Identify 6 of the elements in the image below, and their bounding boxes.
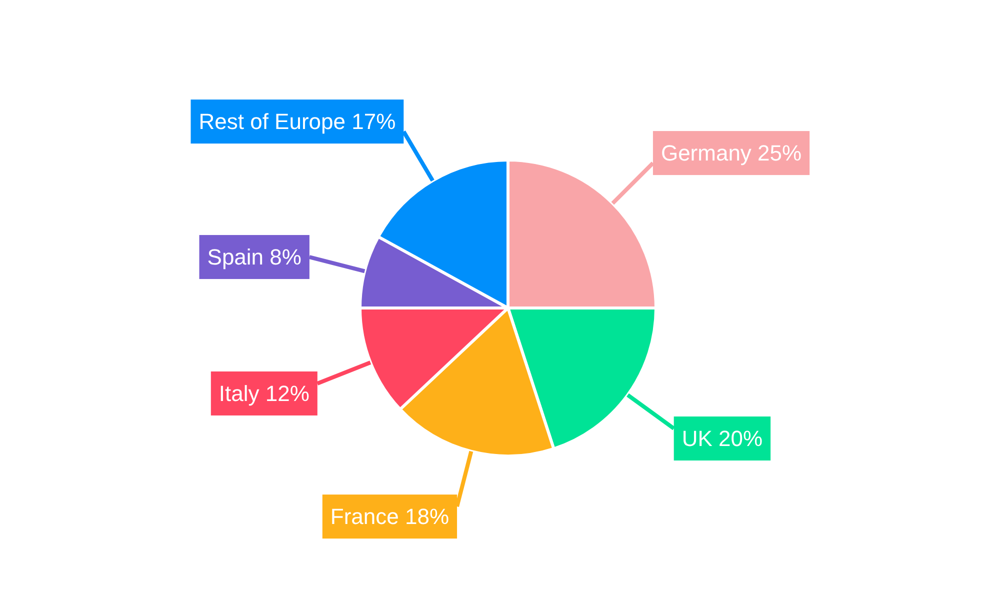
slice-label: Italy 12% <box>218 380 310 406</box>
slice-label: Germany 25% <box>660 140 802 166</box>
slice-label: Rest of Europe 17% <box>198 109 396 134</box>
slice-label: France 18% <box>330 504 450 530</box>
slice-label: UK 20% <box>682 426 763 451</box>
slice-label: Spain 8% <box>207 244 302 270</box>
